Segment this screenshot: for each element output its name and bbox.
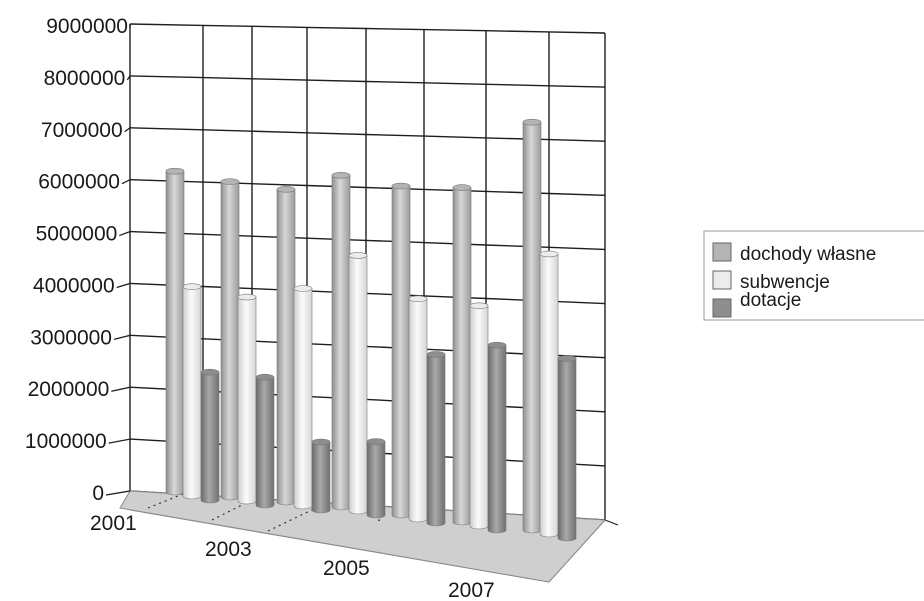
bar-subwencje (237, 293, 257, 505)
bar-subwencje (469, 302, 489, 530)
y-tick-label: 5000000 (36, 223, 118, 246)
bar-dochody-wlasne (276, 186, 296, 506)
x-tick-label: 2001 (90, 512, 137, 535)
floor-divider (147, 484, 206, 509)
y-tick-mark (105, 490, 131, 496)
y-tick-mark (108, 438, 131, 444)
y-tick-mark (124, 127, 131, 133)
legend-label-dotacje: dotacje (740, 290, 801, 311)
bar-dotacje (311, 438, 331, 514)
y-tick-mark (116, 282, 131, 289)
y-axis-labels: 0 1000000 2000000 3000000 4000000 5000000 6000… (25, 15, 131, 505)
bar-dochody-wlasne (522, 118, 542, 534)
legend-box (703, 230, 924, 321)
gridline-horizontal (129, 75, 606, 88)
legend-swatch-dotacje (712, 298, 732, 318)
y-tick-mark (121, 179, 131, 185)
legend: dochody własne subwencje dotacje (703, 230, 924, 321)
floor-divider (374, 519, 381, 522)
y-tick-label: 8000000 (44, 67, 126, 90)
y-tick-label: 9000000 (46, 15, 128, 38)
y-tick-mark (111, 386, 131, 392)
bar-subwencje (408, 295, 428, 523)
y-tick-label: 1000000 (25, 430, 107, 453)
legend-swatch-subwencje (712, 270, 732, 290)
bar-dotacje (426, 351, 446, 527)
x-tick-label: 2005 (323, 557, 370, 580)
y-tick-mark (113, 334, 131, 340)
y-tick-mark (126, 75, 131, 81)
bar-dotacje (255, 373, 275, 509)
bars (165, 118, 577, 542)
x-tick-label: 2003 (205, 538, 252, 561)
x-axis-labels: 2001 2003 2005 2007 (90, 512, 495, 601)
y-tick-label: 7000000 (41, 119, 123, 142)
bar-dochody-wlasne (220, 178, 240, 501)
y-tick-label: 4000000 (33, 274, 115, 297)
bar-dochody-wlasne (391, 182, 411, 519)
x-tick-label: 2007 (448, 579, 495, 601)
bar-subwencje (182, 283, 202, 500)
bar-dochody-wlasne (165, 167, 185, 496)
y-tick-label: 3000000 (30, 326, 112, 349)
y-tick-mark (119, 230, 131, 237)
bar-dotacje (366, 438, 386, 519)
legend-swatch-dochody-wlasne (712, 242, 732, 262)
bar-subwencje (539, 250, 559, 538)
legend-label-subwencje: subwencje (740, 272, 830, 293)
bar-subwencje (348, 252, 368, 515)
bar-dotacje (557, 355, 577, 542)
y-tick-label: 0 (92, 482, 104, 505)
y-tick-label: 6000000 (38, 171, 120, 194)
legend-label-dochody-wlasne: dochody własne (740, 244, 876, 265)
bar-dotacje (487, 341, 507, 534)
bar-subwencje (293, 285, 313, 510)
gridline-horizontal (129, 23, 606, 34)
bar-dotacje (200, 368, 220, 504)
bar-dochody-wlasne (331, 172, 351, 511)
bar-dochody-wlasne (452, 184, 472, 526)
axis-corner (604, 519, 619, 526)
y-tick-label: 2000000 (28, 378, 110, 401)
